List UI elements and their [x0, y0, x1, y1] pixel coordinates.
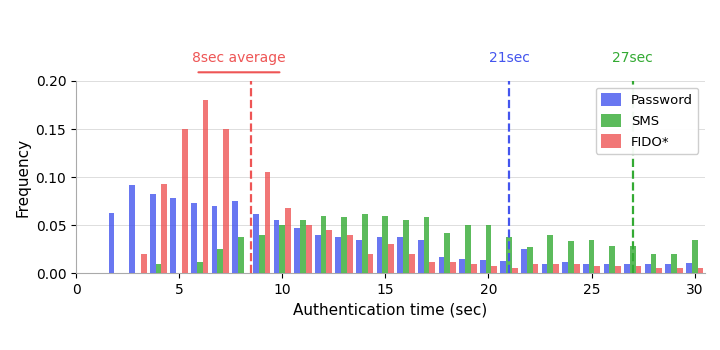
Bar — [471, 264, 477, 273]
Bar — [450, 262, 456, 273]
Bar — [645, 264, 651, 273]
Bar — [615, 266, 621, 273]
Bar — [217, 249, 223, 273]
Bar — [274, 220, 279, 273]
Bar — [692, 239, 698, 273]
Bar — [403, 220, 409, 273]
Bar — [665, 264, 671, 273]
Bar — [568, 241, 574, 273]
Bar — [500, 261, 506, 273]
Bar — [197, 262, 202, 273]
Bar — [589, 239, 595, 273]
Bar — [527, 247, 533, 273]
Bar — [609, 246, 615, 273]
Bar — [465, 225, 471, 273]
Bar — [202, 100, 208, 273]
Bar — [521, 249, 527, 273]
Bar — [377, 237, 382, 273]
Bar — [438, 257, 444, 273]
Bar — [347, 235, 353, 273]
Bar — [212, 206, 217, 273]
Bar — [418, 239, 423, 273]
Bar — [368, 254, 374, 273]
Text: 21sec: 21sec — [489, 51, 529, 65]
Bar — [506, 237, 512, 273]
Bar — [129, 185, 135, 273]
Bar — [547, 235, 553, 273]
Bar — [171, 198, 176, 273]
Bar — [341, 217, 347, 273]
Bar — [583, 264, 589, 273]
Bar — [485, 225, 491, 273]
Bar — [362, 214, 368, 273]
Bar — [233, 201, 238, 273]
X-axis label: Authentication time (sec): Authentication time (sec) — [293, 302, 487, 317]
Bar — [336, 237, 341, 273]
Bar — [651, 254, 657, 273]
Bar — [657, 268, 662, 273]
Y-axis label: Frequency: Frequency — [15, 138, 30, 217]
Bar — [574, 264, 580, 273]
Bar — [382, 216, 388, 273]
Bar — [285, 208, 291, 273]
Bar — [444, 233, 450, 273]
Text: 8sec average: 8sec average — [192, 51, 286, 65]
Bar — [182, 129, 188, 273]
Bar — [698, 268, 703, 273]
Bar — [603, 264, 609, 273]
Bar — [320, 216, 326, 273]
Bar — [264, 172, 270, 273]
Bar — [512, 268, 518, 273]
Bar — [624, 264, 630, 273]
Text: 27sec: 27sec — [613, 51, 653, 65]
Bar — [562, 262, 568, 273]
Bar — [109, 213, 114, 273]
Bar — [191, 203, 197, 273]
Bar — [141, 254, 147, 273]
Bar — [491, 266, 497, 273]
Bar — [279, 225, 285, 273]
Bar — [315, 235, 320, 273]
Bar — [553, 264, 559, 273]
Bar — [161, 184, 167, 273]
Bar — [253, 214, 258, 273]
Bar — [686, 262, 692, 273]
Bar — [409, 254, 415, 273]
Bar — [671, 254, 677, 273]
Bar — [423, 217, 430, 273]
Bar — [388, 244, 394, 273]
Bar — [430, 262, 436, 273]
Bar — [541, 264, 547, 273]
Bar — [306, 225, 312, 273]
Bar — [397, 237, 403, 273]
Bar — [150, 194, 156, 273]
Bar — [156, 264, 161, 273]
Legend: Password, SMS, FIDO*: Password, SMS, FIDO* — [595, 88, 698, 154]
Bar — [459, 259, 465, 273]
Bar — [223, 129, 229, 273]
Bar — [326, 230, 332, 273]
Bar — [595, 266, 600, 273]
Bar — [356, 239, 362, 273]
Bar — [294, 228, 300, 273]
Bar — [480, 260, 485, 273]
Bar — [630, 246, 636, 273]
Bar — [258, 235, 264, 273]
Bar — [636, 266, 642, 273]
Bar — [238, 237, 244, 273]
Bar — [677, 268, 683, 273]
Bar — [533, 264, 539, 273]
Bar — [300, 220, 306, 273]
